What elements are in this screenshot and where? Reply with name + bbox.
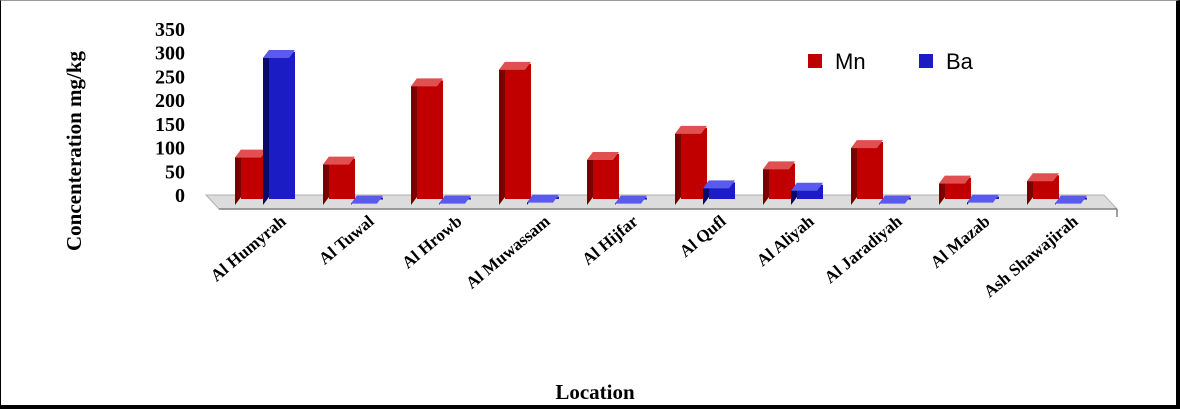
y-tick-label: 0 [175,185,185,207]
bar-mn-al-humyrah [235,150,267,205]
bar-mn-al-qufl [675,126,707,205]
category-label-al-qufl: Al Qufl [676,211,730,261]
y-tick-label: 100 [155,138,185,160]
category-label-al-jaradiyah: Al Jaradiyah [821,211,906,287]
bar-front-face [417,80,443,199]
category-label-al-mazab: Al Mazab [927,212,994,272]
bar-front-face [269,52,295,199]
bar-depth-face [263,50,269,205]
category-label-al-tuwal: Al Tuwal [315,211,378,268]
bar-mn-al-tuwal [323,157,355,205]
bar-depth-face [499,62,505,205]
y-tick-label: 50 [165,161,185,183]
y-tick-label: 250 [155,66,185,88]
bar-depth-face [411,78,417,205]
legend: Mn Ba [808,49,974,74]
bar-mn-al-jaradiyah [851,140,883,205]
x-axis-title: Location [555,380,635,404]
y-tick-label: 200 [155,90,185,112]
category-label-al-hrowb: Al Hrowb [398,212,465,273]
bar-mn-al-hijfar [587,152,619,205]
y-tick-label: 300 [155,43,185,65]
bar-front-face [593,154,619,199]
category-label-al-humyrah: Al Humyrah [207,211,290,285]
bar-mn-al-hrowb [411,78,443,205]
legend-label-ba: Ba [946,49,974,74]
bar-ba-al-humyrah [263,50,295,205]
bar-depth-face [235,150,241,205]
y-axis-title: Concenteration mg/kg [62,50,86,251]
bar-front-face [329,159,355,199]
bar-depth-face [851,140,857,205]
legend-label-mn: Mn [835,49,866,74]
bar-mn-al-aliyah [763,161,795,205]
category-label-ash-shawajirah: Ash Shawajirah [980,211,1082,301]
bar-mn-al-muwassam [499,62,531,205]
y-tick-label: 350 [155,19,185,41]
legend-swatch-ba [919,54,933,68]
bar-front-face [857,142,883,199]
y-tick-label: 150 [155,114,185,136]
bar-depth-face [675,126,681,205]
bar-front-face [505,64,531,199]
category-label-al-hijfar: Al Hijfar [578,211,642,269]
category-label-al-muwassam: Al Muwassam [462,212,553,293]
category-label-al-aliyah: Al Aliyah [753,211,818,270]
legend-swatch-mn [808,54,822,68]
